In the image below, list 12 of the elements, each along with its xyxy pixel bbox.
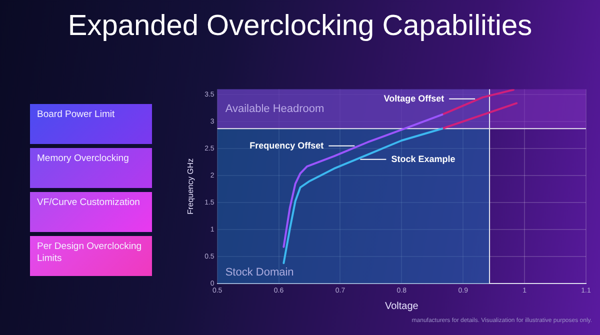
annotation: Frequency Offset — [250, 140, 324, 150]
chart-title: Expanded Overclocking Capabilities — [66, 10, 534, 43]
band-label: Available Headroom — [225, 102, 324, 115]
text-card: VF/Curve Customization — [30, 192, 152, 232]
annotation: Voltage Offset — [384, 93, 444, 104]
y-axis-title: Frequency GHz — [186, 158, 196, 214]
band-label: Stock Domain — [225, 266, 294, 279]
annotation: Stock Example — [391, 154, 456, 164]
text-card: Per Design Overclocking Limits — [30, 236, 152, 276]
x-axis-title: Voltage — [384, 300, 419, 312]
text-card: Board Power Limit — [30, 104, 152, 144]
text-card: Memory Overclocking — [30, 148, 152, 188]
